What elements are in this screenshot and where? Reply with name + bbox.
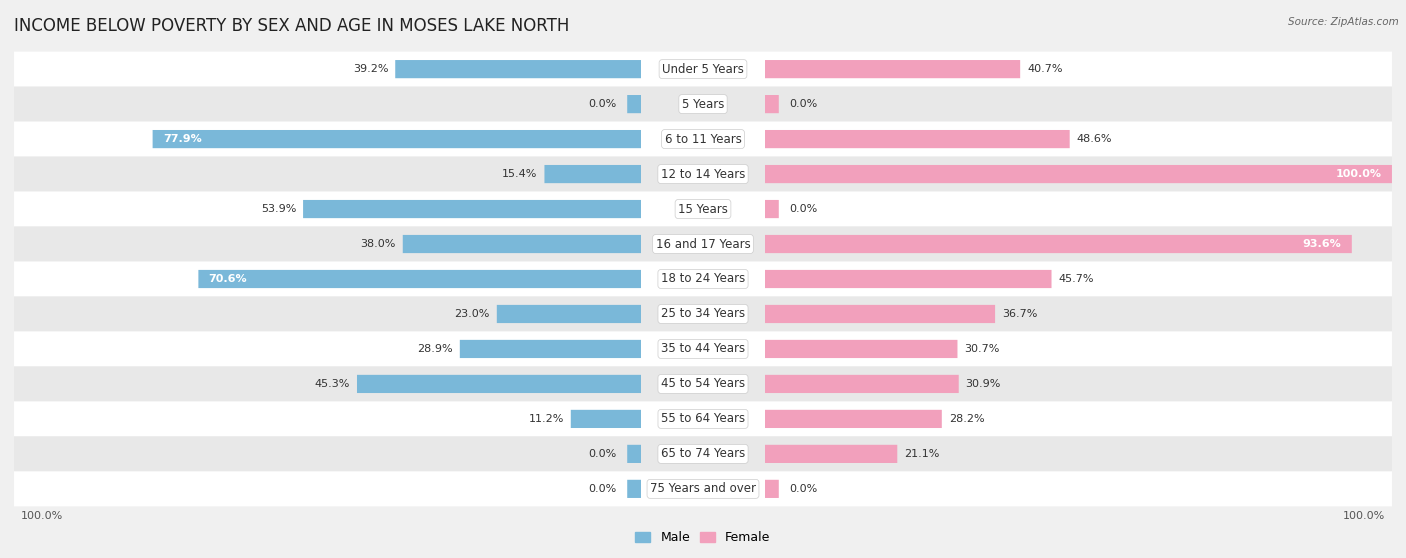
Text: 28.2%: 28.2% (949, 414, 984, 424)
Text: 70.6%: 70.6% (208, 274, 247, 284)
FancyBboxPatch shape (765, 305, 995, 323)
FancyBboxPatch shape (765, 480, 779, 498)
Text: 40.7%: 40.7% (1026, 64, 1063, 74)
Text: 100.0%: 100.0% (21, 511, 63, 521)
Text: 45.7%: 45.7% (1059, 274, 1094, 284)
Text: 28.9%: 28.9% (418, 344, 453, 354)
FancyBboxPatch shape (14, 191, 1392, 227)
FancyBboxPatch shape (14, 122, 1392, 157)
Text: 77.9%: 77.9% (163, 134, 201, 144)
Text: 0.0%: 0.0% (789, 99, 817, 109)
FancyBboxPatch shape (627, 95, 641, 113)
FancyBboxPatch shape (765, 375, 959, 393)
Text: 5 Years: 5 Years (682, 98, 724, 110)
Text: 39.2%: 39.2% (353, 64, 388, 74)
FancyBboxPatch shape (14, 472, 1392, 506)
FancyBboxPatch shape (765, 235, 1351, 253)
FancyBboxPatch shape (14, 157, 1392, 191)
FancyBboxPatch shape (14, 52, 1392, 86)
FancyBboxPatch shape (765, 165, 1392, 183)
Text: 30.9%: 30.9% (966, 379, 1001, 389)
FancyBboxPatch shape (14, 86, 1392, 122)
Text: INCOME BELOW POVERTY BY SEX AND AGE IN MOSES LAKE NORTH: INCOME BELOW POVERTY BY SEX AND AGE IN M… (14, 17, 569, 35)
Text: 93.6%: 93.6% (1303, 239, 1341, 249)
FancyBboxPatch shape (14, 227, 1392, 262)
Text: 0.0%: 0.0% (789, 484, 817, 494)
FancyBboxPatch shape (153, 130, 641, 148)
Text: 36.7%: 36.7% (1002, 309, 1038, 319)
FancyBboxPatch shape (357, 375, 641, 393)
FancyBboxPatch shape (765, 445, 897, 463)
Text: Under 5 Years: Under 5 Years (662, 62, 744, 76)
Text: Source: ZipAtlas.com: Source: ZipAtlas.com (1288, 17, 1399, 27)
Text: 15 Years: 15 Years (678, 203, 728, 215)
FancyBboxPatch shape (765, 340, 957, 358)
FancyBboxPatch shape (571, 410, 641, 428)
FancyBboxPatch shape (627, 445, 641, 463)
FancyBboxPatch shape (14, 262, 1392, 296)
FancyBboxPatch shape (14, 436, 1392, 472)
Text: 45.3%: 45.3% (315, 379, 350, 389)
Text: 75 Years and over: 75 Years and over (650, 482, 756, 496)
Text: 100.0%: 100.0% (1336, 169, 1382, 179)
FancyBboxPatch shape (14, 296, 1392, 331)
Text: 18 to 24 Years: 18 to 24 Years (661, 272, 745, 286)
Text: 0.0%: 0.0% (589, 99, 617, 109)
Text: 12 to 14 Years: 12 to 14 Years (661, 167, 745, 181)
FancyBboxPatch shape (765, 270, 1052, 288)
Text: 16 and 17 Years: 16 and 17 Years (655, 238, 751, 251)
FancyBboxPatch shape (765, 95, 779, 113)
FancyBboxPatch shape (627, 480, 641, 498)
FancyBboxPatch shape (198, 270, 641, 288)
Legend: Male, Female: Male, Female (630, 526, 776, 549)
FancyBboxPatch shape (765, 410, 942, 428)
FancyBboxPatch shape (14, 401, 1392, 436)
Text: 35 to 44 Years: 35 to 44 Years (661, 343, 745, 355)
FancyBboxPatch shape (14, 331, 1392, 367)
FancyBboxPatch shape (395, 60, 641, 78)
FancyBboxPatch shape (14, 367, 1392, 401)
Text: 100.0%: 100.0% (1343, 511, 1385, 521)
Text: 0.0%: 0.0% (589, 449, 617, 459)
FancyBboxPatch shape (765, 60, 1021, 78)
Text: 45 to 54 Years: 45 to 54 Years (661, 377, 745, 391)
FancyBboxPatch shape (765, 130, 1070, 148)
Text: 0.0%: 0.0% (589, 484, 617, 494)
Text: 53.9%: 53.9% (260, 204, 297, 214)
Text: 0.0%: 0.0% (789, 204, 817, 214)
Text: 55 to 64 Years: 55 to 64 Years (661, 412, 745, 425)
Text: 25 to 34 Years: 25 to 34 Years (661, 307, 745, 320)
FancyBboxPatch shape (402, 235, 641, 253)
Text: 11.2%: 11.2% (529, 414, 564, 424)
Text: 15.4%: 15.4% (502, 169, 537, 179)
Text: 65 to 74 Years: 65 to 74 Years (661, 448, 745, 460)
FancyBboxPatch shape (765, 200, 779, 218)
Text: 23.0%: 23.0% (454, 309, 489, 319)
FancyBboxPatch shape (544, 165, 641, 183)
Text: 38.0%: 38.0% (360, 239, 396, 249)
Text: 6 to 11 Years: 6 to 11 Years (665, 133, 741, 146)
Text: 21.1%: 21.1% (904, 449, 939, 459)
FancyBboxPatch shape (304, 200, 641, 218)
Text: 30.7%: 30.7% (965, 344, 1000, 354)
FancyBboxPatch shape (460, 340, 641, 358)
Text: 48.6%: 48.6% (1077, 134, 1112, 144)
FancyBboxPatch shape (496, 305, 641, 323)
